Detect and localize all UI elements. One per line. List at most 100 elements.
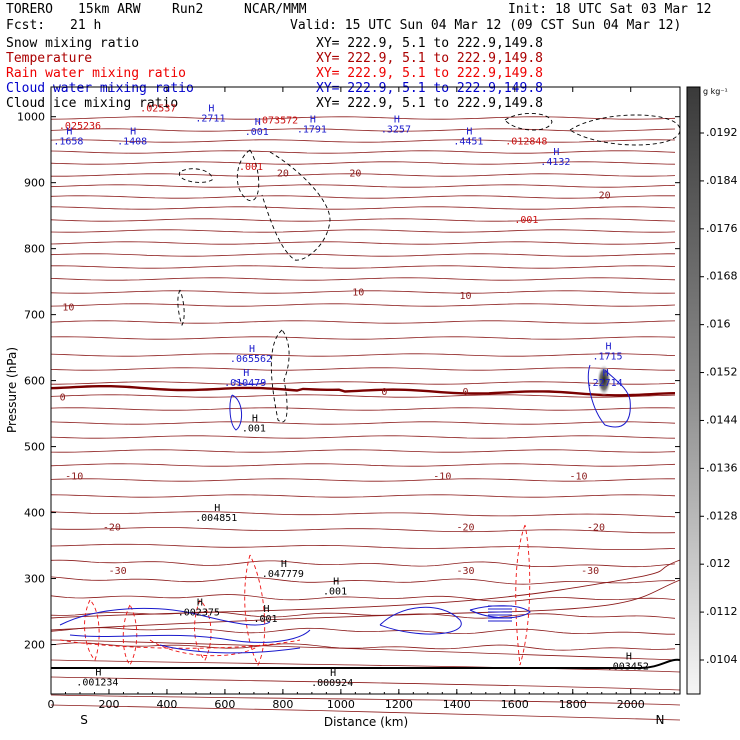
temperature-label-6: -10	[65, 472, 83, 483]
y-tick-label-3: 500	[24, 441, 45, 454]
x-tick-label-2: 400	[156, 698, 177, 711]
isotherm-34	[50, 576, 676, 585]
x-tick-label-10: 2000	[617, 698, 645, 711]
isotherm-10	[50, 229, 676, 233]
y-axis-label: Pressure (hPa)	[5, 347, 19, 433]
temperature-label-12: 10	[62, 303, 74, 314]
legend-snow-label: Snow mixing ratio	[6, 36, 140, 51]
colorbar-tick-label-0: .0192	[706, 126, 738, 139]
isotherm-0	[50, 116, 676, 120]
isotherm-31	[50, 527, 676, 534]
isotherm-8	[50, 206, 676, 210]
cloudwater-h-marker-8: H	[243, 368, 249, 379]
rain-contour-6	[149, 639, 261, 657]
header-fcst-value: 21 h	[70, 18, 102, 33]
snow-label-2: .001	[253, 614, 277, 625]
isotherm-6	[50, 184, 676, 188]
isotherm-25	[50, 435, 676, 439]
cloudwater-h-marker-4: H	[310, 115, 316, 126]
rain-contour-4	[515, 524, 531, 666]
cloudwater-h-marker-7: H	[553, 147, 559, 158]
snow-h-marker-1: H	[281, 559, 287, 570]
temperature-label-5: -20	[587, 522, 605, 533]
header-center: NCAR/MMM	[244, 2, 307, 17]
header-run: Run2	[172, 2, 204, 17]
isotherm-20a	[50, 559, 681, 619]
snow-contour-2	[270, 329, 290, 423]
snow-label-3: .001	[323, 586, 347, 597]
colorbar-unit: g kg⁻¹	[703, 87, 728, 96]
cloudwater-contour-5	[229, 394, 242, 431]
rain-contour-2	[194, 599, 212, 661]
snow-h-marker-5: H	[252, 413, 258, 424]
x-axis-label: Distance (km)	[324, 715, 408, 729]
colorbar-tick-label-11: .0104	[706, 653, 738, 666]
x-tick-label-8: 1600	[501, 698, 529, 711]
isotherm-38	[50, 642, 676, 651]
snow-label-5: .001	[242, 423, 266, 434]
isotherm-37	[50, 627, 675, 635]
y-tick-label-6: 800	[24, 243, 45, 256]
colorbar-tick-label-2: .0176	[706, 222, 738, 235]
temperature-label-17: 20	[349, 169, 361, 180]
colorbar-tick-label-1: .0184	[706, 174, 738, 187]
isotherm-26	[50, 449, 676, 453]
isotherm-17	[50, 320, 676, 324]
header-fcst-label: Fcst:	[6, 18, 46, 33]
temperature-label-0: -30	[109, 566, 127, 577]
isotherm-33	[50, 559, 676, 568]
snow-h-marker-0: H	[197, 597, 203, 608]
isotherm-16	[50, 303, 676, 307]
isotherm-5	[51, 173, 676, 177]
cloudwater-h-marker-3: H	[255, 117, 261, 128]
isotherm-19	[50, 353, 676, 357]
temperature-label-3: -20	[103, 522, 121, 533]
isotherm-12	[50, 253, 675, 257]
isotherm-27	[50, 463, 676, 467]
isotherm-30	[50, 511, 676, 518]
y-tick-label-0: 200	[24, 639, 45, 652]
cloudwater-label-2: .2711	[195, 113, 225, 124]
colorbar-tick-label-9: .012	[706, 557, 731, 570]
isotherm-36	[50, 611, 676, 619]
rain-label-4: .001	[514, 215, 538, 226]
plot-frame	[50, 86, 681, 695]
colorbar-tick-label-6: .0144	[706, 413, 738, 426]
cloudwater-label-7: .4132	[540, 157, 570, 168]
legend-cloudwater-xy: XY= 222.9, 5.1 to 222.9,149.8	[316, 81, 543, 96]
snow-label-6: .001234	[76, 677, 118, 688]
snow-label-0: .002375	[178, 607, 220, 618]
rain-contour-5	[59, 639, 301, 649]
cloudwater-label-9: .065562	[230, 354, 272, 365]
isotherm-3	[50, 150, 676, 154]
cloudwater-h-marker-11: H	[606, 341, 612, 352]
header-init: Init: 18 UTC Sat 03 Mar 12	[508, 2, 712, 17]
cloudwater-label-1: .1408	[117, 136, 147, 147]
rain-label-1: .02537	[140, 103, 176, 114]
cloudwater-h-marker-2: H	[208, 103, 214, 114]
temperature-label-7: -10	[433, 472, 451, 483]
cloudwater-label-4: .1791	[297, 125, 327, 136]
cloudwater-h-marker-9: H	[249, 344, 255, 355]
cloudwater-contour-0	[59, 607, 271, 626]
snow-contour-0	[236, 149, 260, 201]
isotherm-24	[50, 421, 676, 425]
snow-contour-3	[177, 289, 185, 327]
x-tick-label-7: 1400	[443, 698, 471, 711]
temperature-label-1: -30	[456, 566, 474, 577]
legend-cloudice-xy: XY= 222.9, 5.1 to 222.9,149.8	[316, 96, 543, 111]
cloudwater-label-3: .001	[245, 127, 269, 138]
cloudwater-h-marker-0: H	[66, 126, 72, 137]
colorbar-tick-label-8: .0128	[706, 509, 738, 522]
rain-contour-1	[122, 604, 138, 666]
isotherm-35	[50, 594, 676, 602]
temperature-label-16: 20	[277, 169, 289, 180]
x-end-label-north: N	[656, 713, 665, 727]
y-tick-label-7: 900	[24, 177, 45, 190]
isotherm-4	[50, 161, 676, 165]
legend-rain-label: Rain water mixing ratio	[6, 66, 187, 81]
isotherm-32	[50, 543, 676, 550]
x-tick-label-3: 600	[214, 698, 235, 711]
cloudwater-h-marker-1: H	[130, 126, 136, 137]
